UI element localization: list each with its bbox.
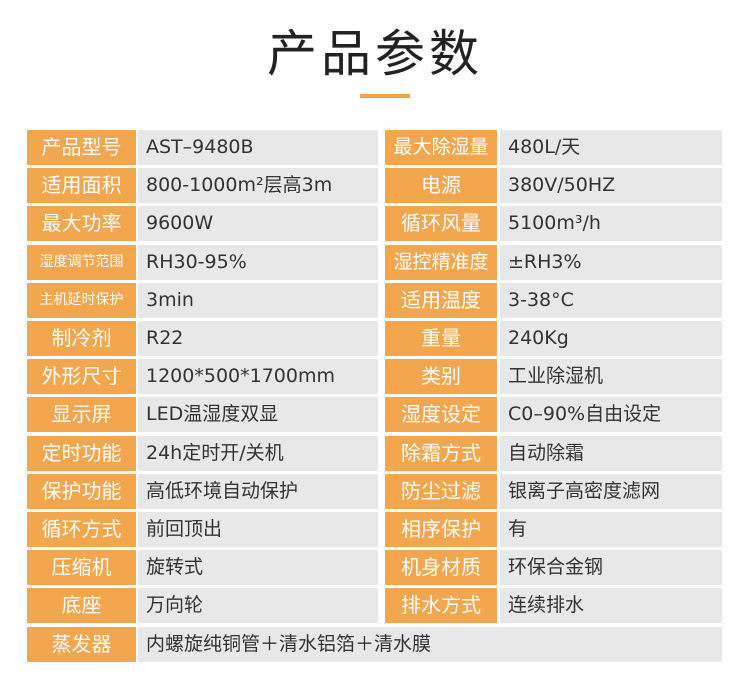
spec-value: 前回顶出 (138, 512, 378, 547)
spec-value: AST–9480B (138, 130, 378, 165)
spec-label: 机身材质 (385, 550, 497, 586)
spec-value: 银离子高密度滤网 (500, 473, 722, 509)
spec-label: 防尘过滤 (385, 473, 497, 509)
spec-label: 湿度设定 (385, 397, 497, 433)
spec-label: 底座 (27, 588, 136, 624)
spec-value: 1200*500*1700mm (138, 359, 378, 395)
spec-label: 最大功率 (27, 206, 136, 242)
title-underline (360, 94, 410, 98)
spec-value: 工业除湿机 (500, 359, 722, 395)
spec-label: 最大除湿量 (385, 130, 497, 165)
spec-label: 湿控精准度 (385, 244, 497, 280)
spec-value: C0–90%自由设定 (500, 397, 722, 433)
spec-value: 800-1000m²层高3m (138, 168, 378, 204)
spec-label: 显示屏 (27, 397, 136, 433)
spec-value: 480L/天 (500, 130, 722, 165)
spec-label: 适用面积 (27, 168, 136, 204)
spec-label: 湿度调节范围 (27, 244, 136, 280)
spec-value: 3-38°C (500, 282, 722, 318)
spec-label: 重量 (385, 321, 497, 356)
spec-value: 环保合金钢 (500, 550, 722, 586)
spec-label: 排水方式 (385, 588, 497, 624)
spec-label: 外形尺寸 (27, 359, 136, 395)
spec-value: 5100m³/h (500, 206, 722, 242)
spec-value: R22 (138, 321, 378, 356)
spec-value: 高低环境自动保护 (138, 473, 378, 509)
spec-label: 制冷剂 (27, 321, 136, 356)
spec-value: 自动除霜 (500, 435, 722, 471)
spec-label: 循环方式 (27, 512, 136, 547)
spec-label: 定时功能 (27, 435, 136, 471)
spec-value: 380V/50HZ (500, 168, 722, 204)
spec-label: 适用温度 (385, 282, 497, 318)
spec-value: RH30-95% (138, 244, 378, 280)
spec-label: 压缩机 (27, 550, 136, 586)
spec-value: 3min (138, 282, 378, 318)
spec-value: 9600W (138, 206, 378, 242)
spec-value: 万向轮 (138, 588, 378, 624)
spec-label: 保护功能 (27, 473, 136, 509)
spec-value: 内螺旋纯铜管＋清水铝箔＋清水膜 (138, 626, 722, 662)
spec-value: ±RH3% (500, 244, 722, 280)
spec-label: 相序保护 (385, 512, 497, 547)
spec-label: 循环风量 (385, 206, 497, 242)
spec-label: 主机延时保护 (27, 282, 136, 318)
spec-value: 旋转式 (138, 550, 378, 586)
spec-value: LED温湿度双显 (138, 397, 378, 433)
spec-value: 240Kg (500, 321, 722, 356)
spec-label: 电源 (385, 168, 497, 204)
spec-label: 产品型号 (27, 130, 136, 165)
spec-value: 24h定时开/关机 (138, 435, 378, 471)
spec-value: 连续排水 (500, 588, 722, 624)
spec-value: 有 (500, 512, 722, 547)
page-title: 产品参数 (267, 25, 483, 83)
spec-label: 蒸发器 (27, 626, 136, 662)
spec-label: 类别 (385, 359, 497, 395)
spec-label: 除霜方式 (385, 435, 497, 471)
